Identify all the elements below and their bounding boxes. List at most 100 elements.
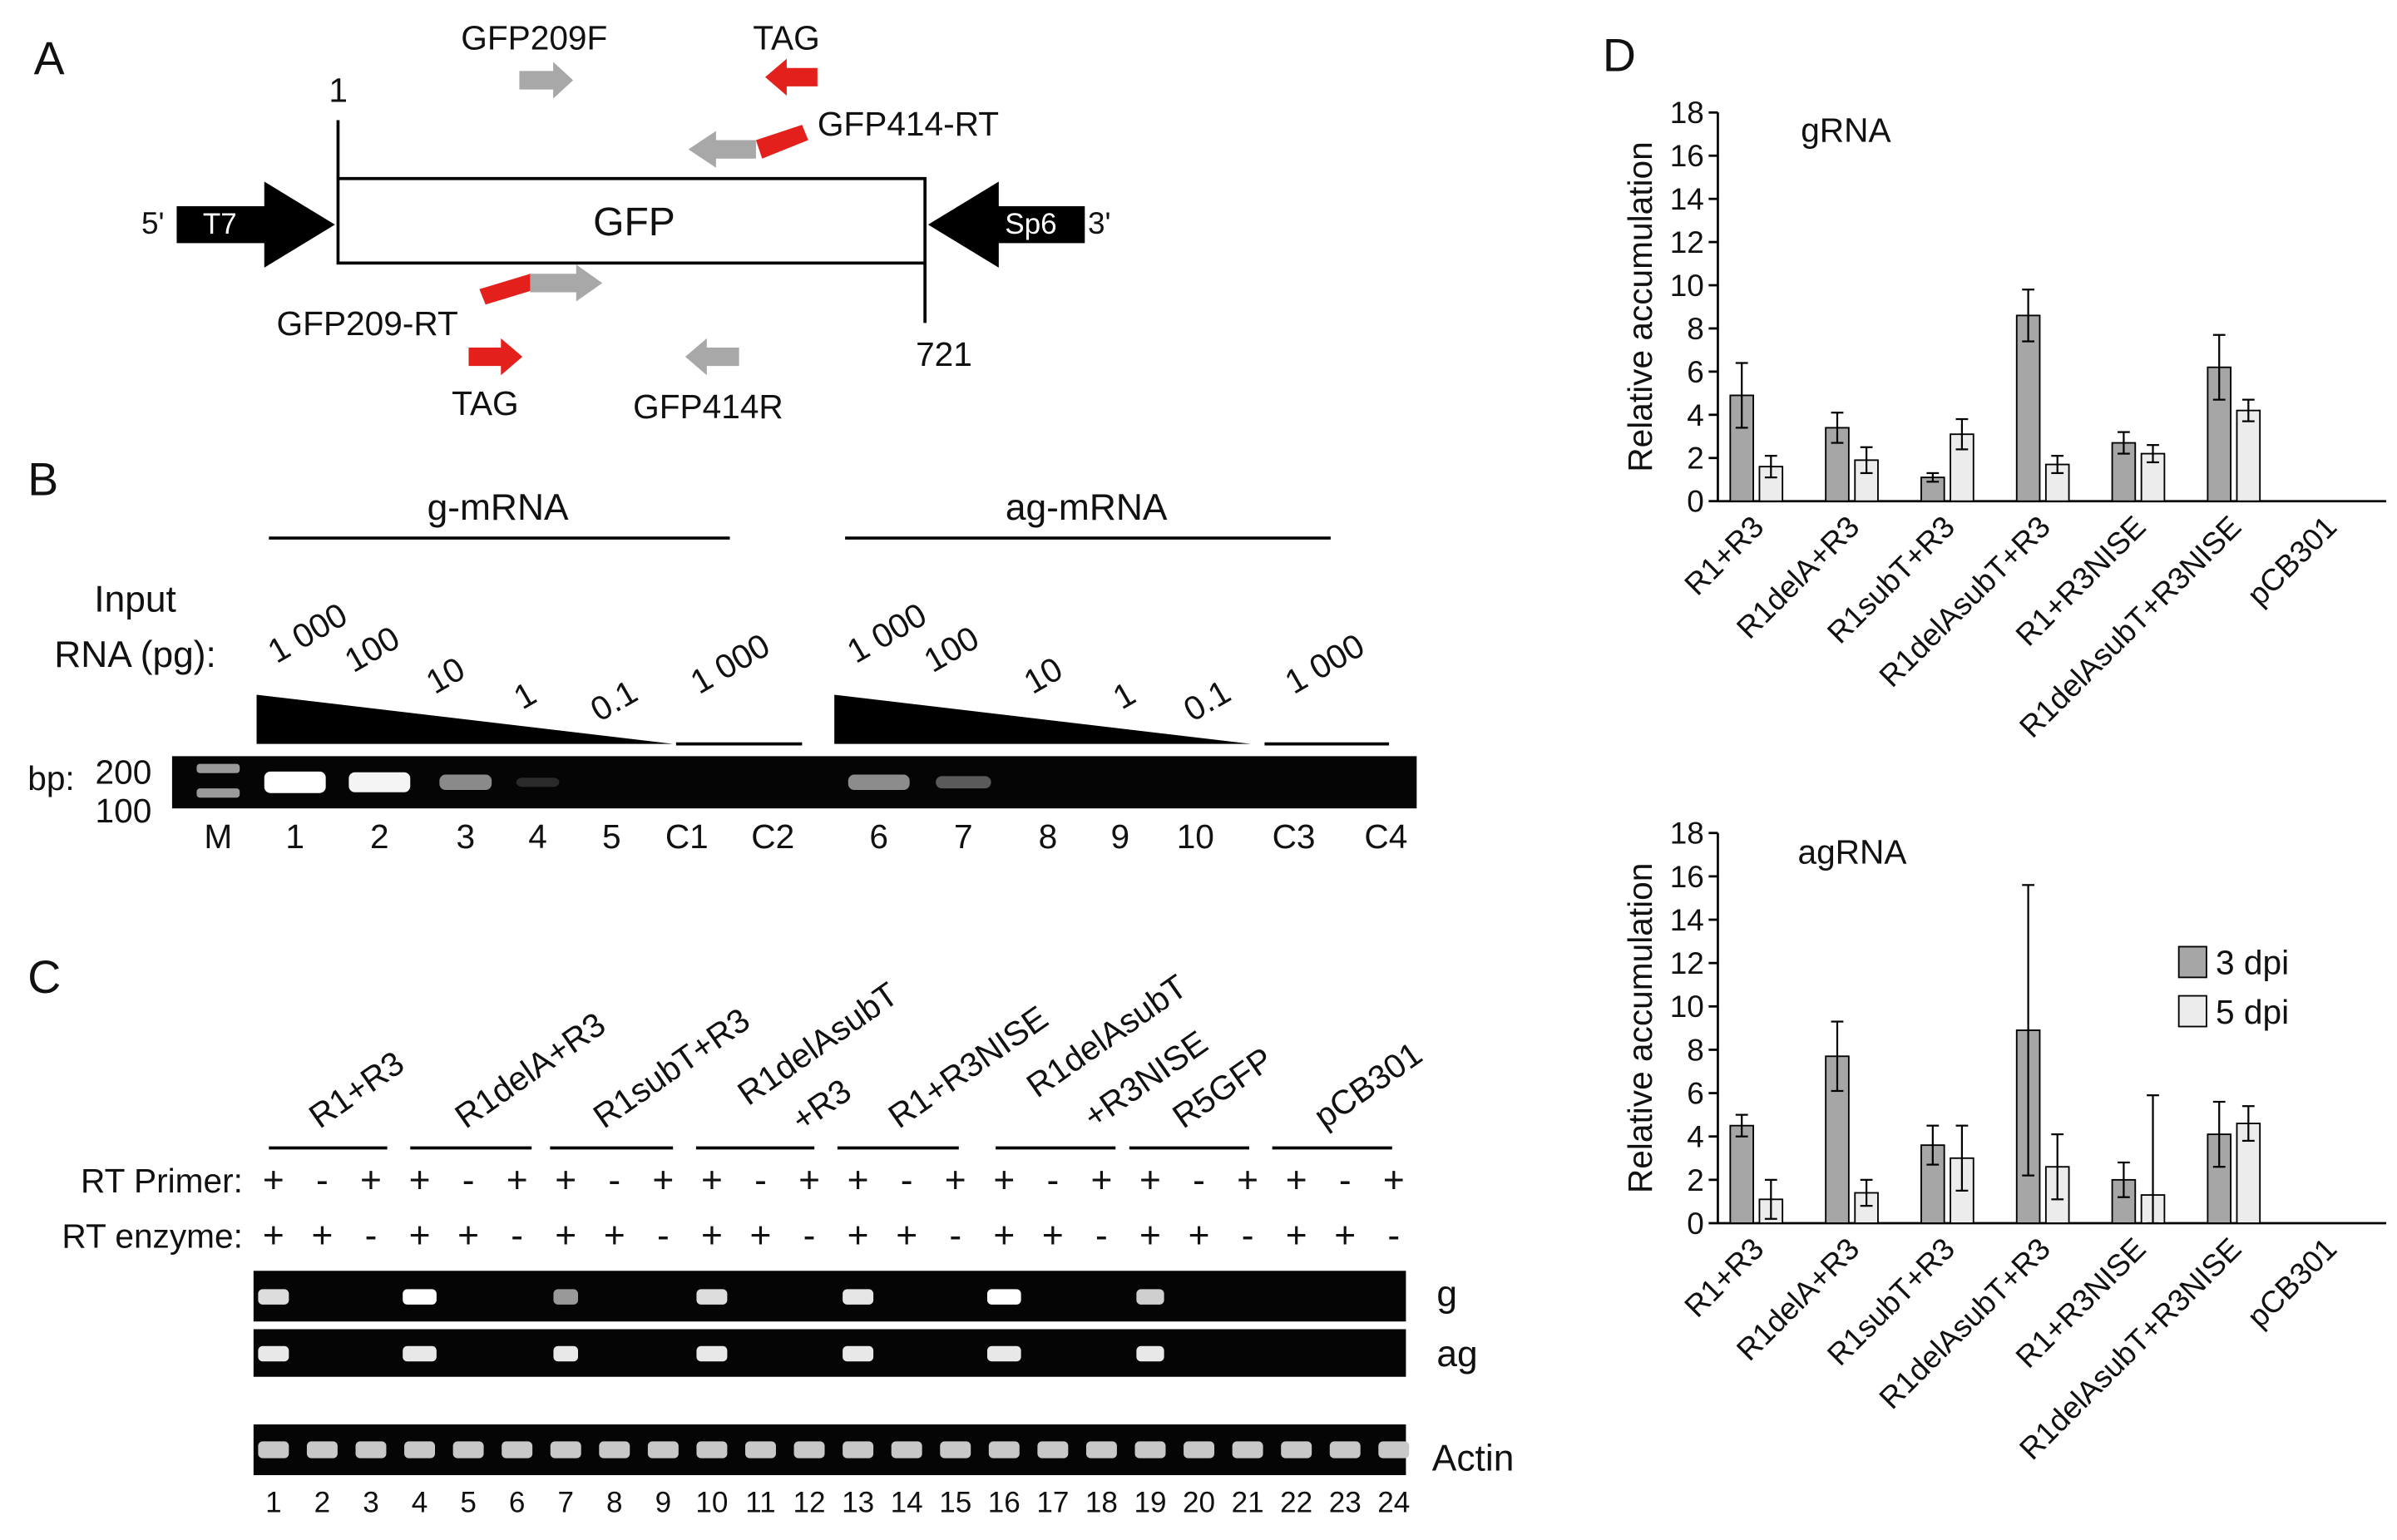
rt-primer-sign: + xyxy=(993,1160,1015,1201)
rt-primer-sign: - xyxy=(608,1160,620,1201)
y-tick-label: 8 xyxy=(1687,312,1704,346)
gel-band xyxy=(848,774,910,791)
gel-band-ag xyxy=(1136,1345,1164,1362)
gel-band-ag xyxy=(986,1345,1021,1362)
lane-label: 9 xyxy=(655,1486,672,1518)
gel-label-ag: ag xyxy=(1436,1334,1477,1375)
x-tick-label: R1delAsubT+R3 xyxy=(1873,510,2057,693)
five-prime-label: 5' xyxy=(141,206,165,240)
lane-label: 4 xyxy=(528,817,547,856)
lane-label: 7 xyxy=(954,817,973,856)
y-axis-label: Relative accumulation xyxy=(1621,141,1659,471)
concentration-label: 10 xyxy=(1017,649,1069,701)
rt-enzyme-sign: + xyxy=(604,1216,625,1256)
concentration-label: 1 000 xyxy=(261,595,353,671)
gfp414-rt-tag xyxy=(755,125,808,159)
lane-label: C3 xyxy=(1273,817,1316,856)
lane-label: 1 xyxy=(265,1486,282,1518)
t7-promoter-arrow xyxy=(176,181,335,268)
primer-gfp209f-arrow xyxy=(519,62,574,99)
lane-label: 17 xyxy=(1036,1486,1069,1518)
rt-enzyme-sign: + xyxy=(1139,1216,1161,1256)
gel-band-actin xyxy=(1281,1441,1312,1459)
gel-band-ag xyxy=(553,1345,579,1362)
group-ag-mrna: ag-mRNA xyxy=(1006,487,1168,528)
rt-primer-sign: + xyxy=(507,1160,528,1201)
bp-100: 100 xyxy=(96,792,152,830)
rt-enzyme-sign: + xyxy=(1286,1216,1307,1256)
rt-enzyme-sign: - xyxy=(1242,1216,1254,1256)
gel-band-g xyxy=(403,1289,437,1305)
sp6-promoter-arrow xyxy=(927,181,1085,268)
rt-enzyme-sign: + xyxy=(555,1216,576,1256)
gel-band-g xyxy=(843,1289,874,1305)
rt-enzyme-sign: - xyxy=(949,1216,961,1256)
legend-swatch xyxy=(2177,945,2207,979)
y-axis-label: Relative accumulation xyxy=(1621,863,1659,1193)
gel-ag xyxy=(253,1329,1406,1377)
y-tick-label: 18 xyxy=(1670,817,1704,851)
chart-agrna: 0 2 4 6 8 10 12 14 16 18 Relative accumulation agRN… xyxy=(1621,817,2387,1466)
lane-label: 24 xyxy=(1377,1486,1410,1518)
gfp414r-arrow xyxy=(685,338,739,376)
rt-enzyme-sign: + xyxy=(311,1216,333,1256)
y-tick-label: 2 xyxy=(1687,442,1704,476)
rt-enzyme-sign: + xyxy=(1189,1216,1210,1256)
gel-band-ag xyxy=(843,1345,874,1362)
position-end: 721 xyxy=(916,335,972,373)
gel-band-actin xyxy=(306,1441,338,1459)
sp6-label: Sp6 xyxy=(1005,208,1056,240)
primer-gfp209f: GFP209F xyxy=(461,19,607,57)
y-tick-label: 14 xyxy=(1670,903,1704,937)
rt-enzyme-row: + + - + + - + + - + + - + + - + + - + + - + + - xyxy=(263,1216,1400,1256)
rt-primer-sign: + xyxy=(945,1160,966,1201)
chart-title: gRNA xyxy=(1801,111,1891,149)
lane-label: 16 xyxy=(988,1486,1021,1518)
rt-primer-sign: + xyxy=(1237,1160,1258,1201)
x-tick-label: R1delAsubT+R3 xyxy=(1873,1232,2057,1415)
y-tick-label: 12 xyxy=(1670,946,1704,980)
lane-label: 3 xyxy=(456,817,475,856)
gfp414-rt-arrow xyxy=(688,131,756,168)
gel-band-actin xyxy=(1184,1441,1215,1459)
gel-band-actin xyxy=(793,1441,825,1459)
gel-band-ag xyxy=(258,1345,289,1362)
y-tick-label: 0 xyxy=(1687,485,1704,519)
panel-label-b: B xyxy=(27,453,58,505)
gfp209-rt-tag xyxy=(479,274,536,305)
lane-label: 5 xyxy=(602,817,621,856)
lane-label: 9 xyxy=(1110,817,1129,856)
lane-label: 10 xyxy=(695,1486,728,1518)
rt-enzyme-sign: + xyxy=(750,1216,772,1256)
gel-band-actin xyxy=(502,1441,533,1459)
gel-band-g xyxy=(553,1289,579,1305)
gel-band-ag xyxy=(696,1345,728,1362)
tag-bottom-arrow xyxy=(468,338,523,376)
gel-band-actin xyxy=(843,1441,874,1459)
rt-primer-sign: - xyxy=(316,1160,329,1201)
gel-band-actin xyxy=(1232,1441,1263,1459)
gel-band xyxy=(516,777,560,787)
y-tick-label: 18 xyxy=(1670,96,1704,130)
x-tick-label: R1+R3 xyxy=(1678,510,1770,602)
lane-label: 21 xyxy=(1232,1486,1264,1518)
bar xyxy=(2015,314,2041,502)
gel-label-actin: Actin xyxy=(1432,1438,1515,1478)
rt-primer-sign: + xyxy=(555,1160,576,1201)
primer-tag-bottom: TAG xyxy=(452,384,519,422)
lane-label: C1 xyxy=(665,817,709,856)
concentration-label: 1 xyxy=(507,674,543,717)
rt-enzyme-sign: + xyxy=(457,1216,479,1256)
concentration-label: 10 xyxy=(419,649,471,701)
rt-primer-sign: - xyxy=(901,1160,913,1201)
lane-labels-b: M 1 2 3 4 5 C1 C2 6 7 8 9 10 C3 C4 xyxy=(204,817,1407,856)
gel-band-actin xyxy=(988,1441,1020,1459)
three-prime-label: 3' xyxy=(1088,206,1111,240)
gel-band-actin xyxy=(404,1441,436,1459)
y-tick-label: 10 xyxy=(1670,990,1704,1024)
rt-enzyme-sign: + xyxy=(409,1216,431,1256)
gel-band-actin xyxy=(647,1441,679,1459)
concentration-label: 1 000 xyxy=(684,626,776,702)
